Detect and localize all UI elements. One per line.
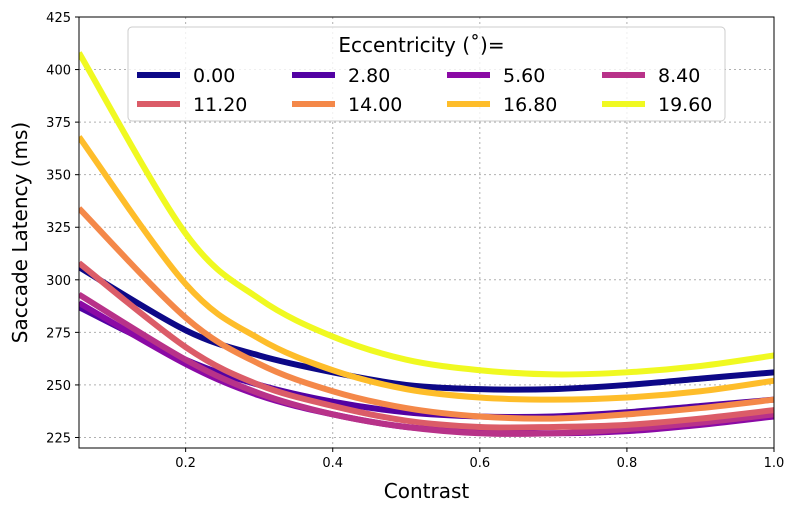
legend-label-11.20: 11.20: [193, 94, 247, 116]
ticks: 0.2 0.4 0.6 0.8 1.0 225 250 275 300 325 350 375 400 4…: [46, 11, 784, 471]
x-tick-label: 1.0: [764, 456, 785, 471]
series-line-16.80: [79, 135, 774, 403]
y-tick-label: 350: [46, 169, 71, 184]
y-tick-label: 325: [46, 221, 71, 236]
x-tick-label: 0.8: [617, 456, 638, 471]
plot-frame: [78, 16, 775, 449]
y-axis-label: Saccade Latency (ms): [8, 122, 32, 343]
x-tick-label: 0.2: [175, 456, 196, 471]
legend-label-16.80: 16.80: [503, 94, 557, 116]
legend-label-5.60: 5.60: [503, 65, 545, 87]
y-tick-label: 425: [46, 11, 71, 26]
y-tick-label: 225: [46, 431, 71, 446]
legend-label-2.80: 2.80: [348, 65, 390, 87]
x-axis-label: Contrast: [384, 479, 470, 503]
legend-box: [127, 26, 726, 122]
legend-title: Eccentricity (˚)=: [338, 33, 504, 57]
x-tick-label: 0.6: [469, 456, 490, 471]
series-line-8.40: [79, 291, 774, 437]
y-tick-label: 300: [46, 274, 71, 289]
series-line-0.00: [79, 264, 774, 393]
x-tick-label: 0.4: [322, 456, 343, 471]
y-tick-label: 275: [46, 326, 71, 341]
series-group: [79, 51, 774, 437]
series-line-14.00: [79, 206, 774, 422]
legend-label-8.40: 8.40: [658, 65, 700, 87]
legend-label-19.60: 19.60: [658, 94, 712, 116]
y-tick-label: 400: [46, 64, 71, 79]
legend-label-14.00: 14.00: [348, 94, 402, 116]
legend: Eccentricity (˚)= 0.00 2.80 5.60 8.40 11.20 1…: [127, 26, 726, 122]
y-tick-label: 250: [46, 379, 71, 394]
legend-label-0.00: 0.00: [193, 65, 235, 87]
y-tick-label: 375: [46, 116, 71, 131]
series-line-11.20: [79, 260, 774, 431]
series-line-19.60: [79, 51, 774, 378]
